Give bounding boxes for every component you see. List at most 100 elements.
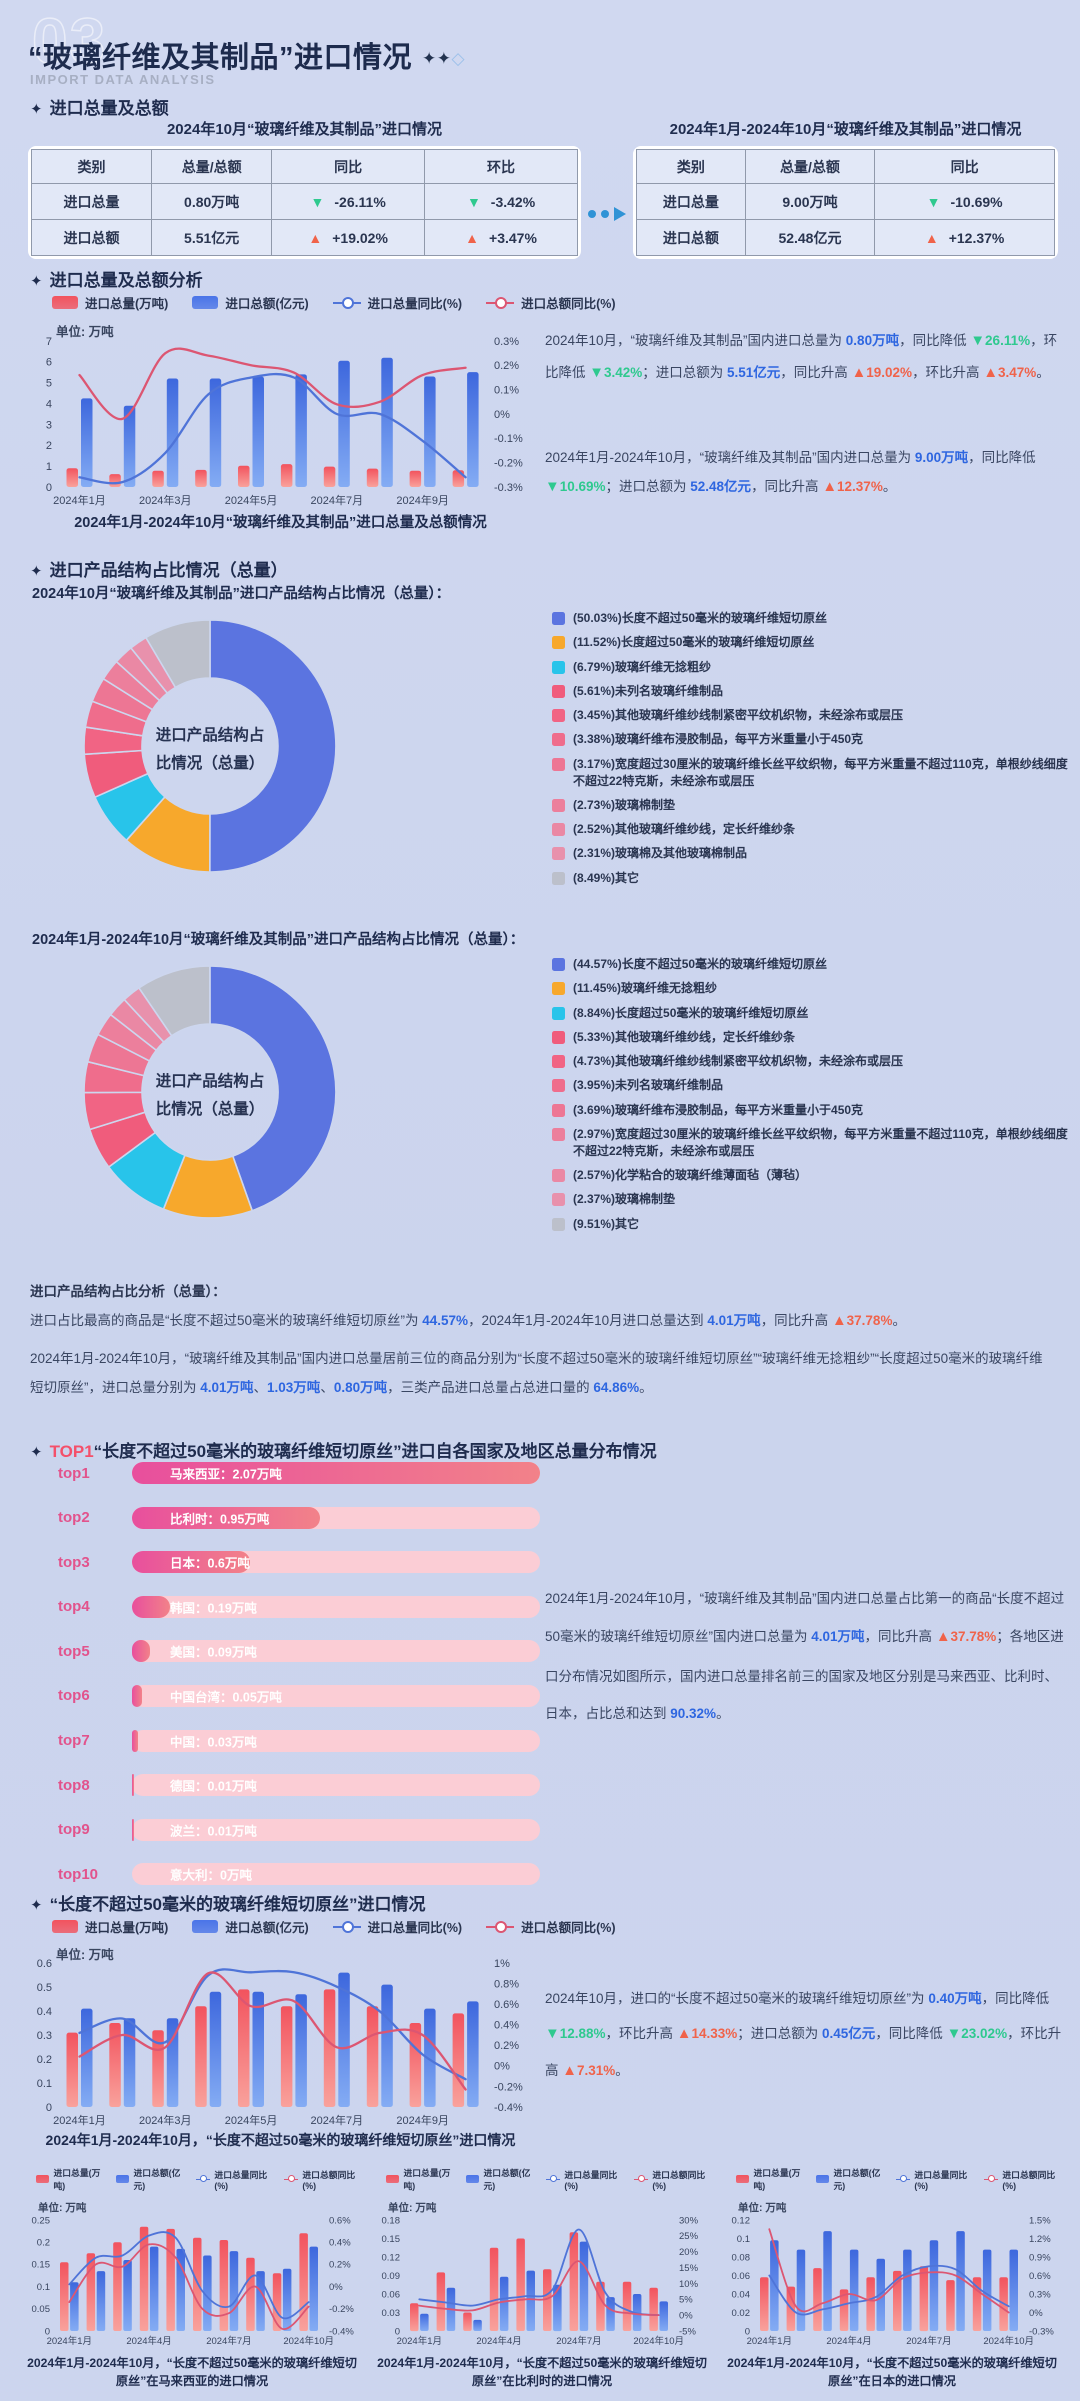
text-segment: 。 xyxy=(1036,364,1050,380)
top1-analysis-paragraph: 2024年1月-2024年10月，“玻璃纤维及其制品”国内进口总量占比第一的商品… xyxy=(545,1580,1067,1732)
bar xyxy=(929,2240,939,2331)
highlight-value: 37.78% xyxy=(950,1629,997,1645)
donut-legend-item: (11.45%)玻璃纤维无捻粗纱 xyxy=(552,980,1070,997)
bar xyxy=(272,2273,282,2331)
rank-bar-track: 马来西亚：2.07万吨 xyxy=(132,1462,540,1484)
text-segment: ，同比升高 xyxy=(780,364,852,380)
chart-legend: 进口总量(万吨) 进口总额(亿元) 进口总量同比(%) 进口总额同比(%) xyxy=(52,1917,616,1936)
small-chart-japan: 进口总量(万吨) 进口总额(亿元) 进口总量同比(%) 进口总额同比(%) 单位: 万… xyxy=(722,2166,1062,2391)
highlight-value: ▲ xyxy=(983,364,999,381)
legend-bar-swatch-icon xyxy=(52,1920,78,1933)
bar xyxy=(149,2246,159,2331)
legend-line-swatch-icon xyxy=(332,297,361,309)
svg-text:1%: 1% xyxy=(494,1958,510,1970)
diamond-icon: ✦ xyxy=(30,101,43,118)
bar xyxy=(366,468,379,487)
bar xyxy=(309,2246,318,2331)
rank-bar-track: 中国台湾：0.05万吨 xyxy=(132,1684,540,1707)
bar xyxy=(238,1989,250,2107)
rank-label: top8 xyxy=(58,1776,90,1794)
legend-bar-swatch-icon xyxy=(736,2175,750,2183)
highlight-value: 26.11% xyxy=(985,333,1031,348)
highlight-value: 1.03万吨 xyxy=(267,1380,321,1396)
legend-color-swatch-icon xyxy=(552,1169,565,1183)
row-value: 5.51亿元 xyxy=(151,219,273,256)
svg-text:2024年1月: 2024年1月 xyxy=(397,2335,442,2347)
svg-text:0.2: 0.2 xyxy=(37,2054,52,2066)
trend-line xyxy=(418,2228,660,2316)
rank-bar-label: 中国：0.03万吨 xyxy=(170,1735,257,1750)
donut-legend-ytd: (44.57%)长度不超过50毫米的玻璃纤维短切原丝 (11.45%)玻璃纤维无捻… xyxy=(552,956,1070,1240)
svg-text:0.18: 0.18 xyxy=(382,2215,401,2226)
rank-bar-fill xyxy=(132,1551,251,1574)
bar xyxy=(420,2313,429,2331)
bar xyxy=(579,2241,589,2331)
bar xyxy=(632,2294,642,2331)
chart-legend: 进口总量(万吨) 进口总额(亿元) 进口总量同比(%) 进口总额同比(%) xyxy=(52,293,616,312)
highlight-value: 4.01万吨 xyxy=(707,1313,761,1328)
donut-slice xyxy=(144,619,211,689)
svg-text:0.5: 0.5 xyxy=(37,1982,52,1994)
row-value: 52.48亿元 xyxy=(744,219,876,256)
svg-text:2024年10月: 2024年10月 xyxy=(633,2335,684,2347)
highlight-value: 4.01万吨 xyxy=(811,1629,865,1645)
legend-item: 进口总额同比(%) xyxy=(486,1917,616,1936)
svg-text:2024年7月: 2024年7月 xyxy=(556,2335,601,2347)
svg-text:0: 0 xyxy=(46,2102,52,2114)
text-segment: ；进口总额为 xyxy=(642,364,728,380)
rank-bar-label: 意大利：0万吨 xyxy=(170,1868,252,1883)
bar xyxy=(410,2303,419,2332)
page-title-text: “玻璃纤维及其制品”进口情况 xyxy=(28,42,413,74)
chart-legend-small: 进口总量(万吨) 进口总额(亿元) 进口总量同比(%) 进口总额同比(%) xyxy=(386,2166,712,2192)
trend-line xyxy=(68,2231,310,2320)
svg-text:0: 0 xyxy=(46,482,52,494)
legend-label: (2.37%)玻璃棉制垫 xyxy=(573,1192,676,1207)
svg-text:2024年7月: 2024年7月 xyxy=(906,2335,951,2347)
text-segment: 。 xyxy=(882,479,897,495)
bar xyxy=(893,2270,902,2331)
section-heading-structure: ✦ 进口产品结构占比情况（总量） xyxy=(30,561,288,580)
svg-text:5: 5 xyxy=(46,378,52,390)
bar xyxy=(252,1991,264,2107)
bar xyxy=(109,2023,121,2107)
donut-center-label: 比情况（总量） xyxy=(156,753,265,772)
bar xyxy=(252,376,264,487)
legend-label: (3.69%)玻璃纤维布浸胶制品，每平方米重量小于450克 xyxy=(573,1102,864,1117)
bar xyxy=(323,466,336,487)
svg-text:0.03: 0.03 xyxy=(382,2308,401,2319)
bar xyxy=(553,2284,562,2332)
bar xyxy=(123,2018,136,2107)
text-segment: ；进口总额为 xyxy=(605,479,691,495)
table-row: 进口总额 52.48亿元 ▲ +12.37% xyxy=(636,219,1055,256)
svg-text:0.4%: 0.4% xyxy=(494,2020,519,2032)
legend-label: 进口总量同比(%) xyxy=(367,1921,463,1935)
structure-analysis-p2: 2024年1月-2024年10月，“玻璃纤维及其制品”国内进口总量居前三位的商品… xyxy=(30,1344,1050,1402)
rank-label: top5 xyxy=(58,1642,90,1660)
svg-text:10%: 10% xyxy=(679,2279,699,2290)
rank-label: top6 xyxy=(58,1687,90,1705)
text-segment: ，同比降低 xyxy=(875,2025,947,2041)
legend-item: 进口总额(亿元) xyxy=(116,2166,186,2192)
rank-bar-fill xyxy=(132,1818,135,1841)
trend-arrow-icon: ▼ xyxy=(926,193,941,210)
highlight-value: ▼ xyxy=(545,2025,560,2042)
legend-label: 进口总量(万吨) xyxy=(53,2168,101,2191)
bar xyxy=(823,2231,832,2331)
legend-label: (2.57%)化学粘合的玻璃纤维薄面毡（薄毡） xyxy=(573,1168,808,1183)
rank-bar-label: 中国台湾：0.05万吨 xyxy=(170,1690,282,1705)
text-segment: ，同比升高 xyxy=(864,1629,936,1645)
legend-bar-swatch-icon xyxy=(466,2175,480,2183)
legend-label: (4.73%)其他玻璃纤维纱线制紧密平纹机织物，未经涂布或层压 xyxy=(573,1054,904,1069)
legend-label: 进口总量同比(%) xyxy=(214,2169,268,2191)
legend-item: 进口总量同比(%) xyxy=(332,1917,463,1936)
svg-text:7: 7 xyxy=(46,336,52,348)
text-segment: ，三类产品进口总量占总进口量的 xyxy=(387,1380,594,1396)
svg-text:2024年9月: 2024年9月 xyxy=(396,493,449,507)
donut-center-label: 进口产品结构占 xyxy=(156,725,265,744)
svg-text:0.6: 0.6 xyxy=(37,1958,52,1970)
bar xyxy=(381,1984,393,2107)
bar xyxy=(66,2032,78,2107)
japan-chart: 0.12 0.1 0.08 0.06 0.04 0.02 0 1.5% 1.2% 0.9% 0.6%… xyxy=(732,2215,1055,2347)
chopped-analysis-paragraph: 2024年10月，进口的“长度不超过50毫米的玻璃纤维短切原丝”为 0.40万吨… xyxy=(545,1982,1067,2090)
bar xyxy=(195,2006,207,2107)
